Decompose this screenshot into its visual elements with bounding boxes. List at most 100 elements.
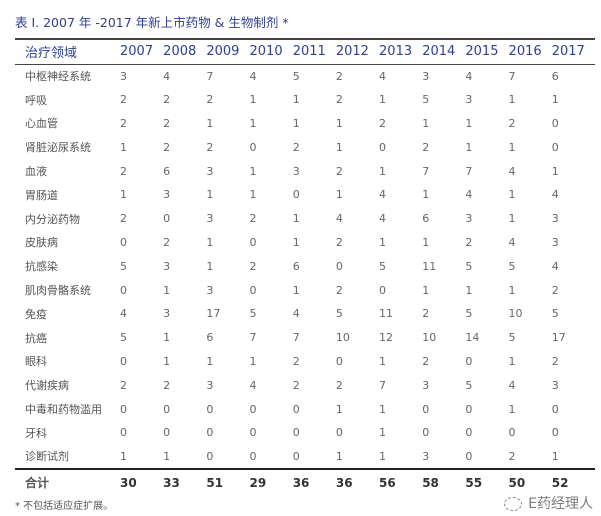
cell-value: 4 — [335, 212, 343, 226]
total-value: 56 — [379, 475, 396, 490]
cell-value: 0 — [249, 402, 257, 416]
table-row: 牙科 0 0 0 0 0 0 1 0 0 0 0 — [15, 421, 595, 445]
cell-value: 6 — [292, 259, 300, 273]
cell-value: 1 — [379, 354, 387, 368]
cell-value: 1 — [379, 402, 387, 416]
cell-value: 0 — [120, 235, 127, 249]
cell-value: 4 — [551, 259, 559, 273]
cell-value: 7 — [379, 378, 387, 392]
cell-value: 6 — [206, 331, 214, 345]
cell-value: 1 — [292, 93, 300, 107]
cell-value: 4 — [379, 188, 387, 202]
cell-value: 5 — [422, 93, 430, 107]
cell-value: 0 — [508, 426, 516, 440]
column-header: 2007 — [120, 44, 154, 60]
cell-value: 5 — [379, 259, 387, 273]
column-header: 2008 — [163, 44, 197, 60]
column-header: 2009 — [206, 44, 240, 60]
cell-value: 7 — [508, 69, 516, 83]
column-header: 2014 — [422, 44, 456, 60]
cell-value: 0 — [422, 402, 430, 416]
cell-value: 2 — [422, 354, 430, 368]
cell-value: 5 — [120, 259, 127, 273]
cell-value: 0 — [249, 235, 257, 249]
column-header-area: 治疗领域 — [25, 46, 78, 62]
cell-value: 1 — [551, 449, 559, 463]
cell-value: 1 — [335, 140, 343, 154]
cell-value: 0 — [465, 449, 473, 463]
cell-value: 11 — [422, 259, 437, 273]
cell-value: 4 — [508, 235, 516, 249]
cell-value: 4 — [249, 378, 257, 392]
row-label: 肌肉骨骼系统 — [25, 284, 91, 298]
cell-value: 4 — [292, 307, 300, 321]
cell-value: 1 — [508, 93, 516, 107]
cell-value: 1 — [508, 212, 516, 226]
cell-value: 2 — [508, 116, 516, 130]
total-value: 52 — [551, 475, 569, 490]
cell-value: 10 — [335, 331, 350, 345]
cell-value: 1 — [163, 331, 171, 345]
cell-value: 1 — [249, 188, 257, 202]
cell-value: 7 — [249, 331, 257, 345]
row-label: 中枢神经系统 — [25, 70, 91, 84]
cell-value: 1 — [249, 164, 257, 178]
cell-value: 1 — [249, 93, 257, 107]
cell-value: 1 — [120, 140, 127, 154]
cell-value: 7 — [422, 164, 430, 178]
table-row: 中枢神经系统 3 4 7 4 5 2 4 3 4 7 6 — [15, 64, 595, 88]
cell-value: 4 — [465, 69, 473, 83]
cell-value: 10 — [422, 331, 437, 345]
cell-value: 4 — [508, 164, 516, 178]
cell-value: 1 — [335, 188, 343, 202]
cell-value: 6 — [163, 164, 171, 178]
cell-value: 0 — [465, 354, 473, 368]
cell-value: 4 — [379, 69, 387, 83]
table-row: 内分泌药物 2 0 3 2 1 4 4 6 3 1 3 — [15, 207, 595, 231]
cell-value: 2 — [163, 93, 171, 107]
cell-value: 0 — [120, 426, 127, 440]
cell-value: 17 — [551, 331, 566, 345]
cell-value: 2 — [163, 378, 171, 392]
cell-value: 5 — [292, 69, 300, 83]
cell-value: 1 — [379, 235, 387, 249]
cell-value: 0 — [292, 188, 300, 202]
cell-value: 0 — [249, 283, 257, 297]
cell-value: 1 — [206, 259, 214, 273]
cell-value: 0 — [163, 426, 171, 440]
cell-value: 1 — [508, 140, 516, 154]
cell-value: 0 — [206, 426, 214, 440]
cell-value: 1 — [335, 449, 343, 463]
cell-value: 0 — [163, 402, 171, 416]
cell-value: 1 — [422, 188, 430, 202]
cell-value: 1 — [508, 283, 516, 297]
cell-value: 4 — [249, 69, 257, 83]
cell-value: 3 — [163, 259, 171, 273]
cell-value: 2 — [335, 235, 343, 249]
cell-value: 2 — [422, 140, 430, 154]
cell-value: 4 — [120, 307, 127, 321]
cell-value: 2 — [120, 164, 127, 178]
cell-value: 1 — [120, 449, 127, 463]
cell-value: 0 — [551, 426, 559, 440]
cell-value: 3 — [422, 69, 430, 83]
cell-value: 2 — [335, 164, 343, 178]
table-row: 肾脏泌尿系统 1 2 2 0 2 1 0 2 1 1 0 — [15, 135, 595, 159]
table-row: 心血管 2 2 1 1 1 1 2 1 1 2 0 — [15, 112, 595, 136]
total-row: 合计 30 33 51 29 36 36 56 58 55 50 52 — [15, 468, 595, 496]
row-label: 诊断试剂 — [25, 450, 69, 464]
table-row: 胃肠道 1 3 1 1 0 1 4 1 4 1 4 — [15, 183, 595, 207]
cell-value: 2 — [206, 93, 214, 107]
cell-value: 3 — [465, 93, 473, 107]
cell-value: 3 — [163, 188, 171, 202]
cell-value: 2 — [335, 93, 343, 107]
cell-value: 17 — [206, 307, 221, 321]
watermark-logo: E药经理人 — [504, 495, 593, 513]
cell-value: 1 — [206, 116, 214, 130]
cell-value: 2 — [249, 259, 257, 273]
cell-value: 2 — [292, 354, 300, 368]
cell-value: 0 — [465, 402, 473, 416]
cell-value: 1 — [292, 235, 300, 249]
cell-value: 2 — [120, 116, 127, 130]
cell-value: 1 — [163, 283, 171, 297]
